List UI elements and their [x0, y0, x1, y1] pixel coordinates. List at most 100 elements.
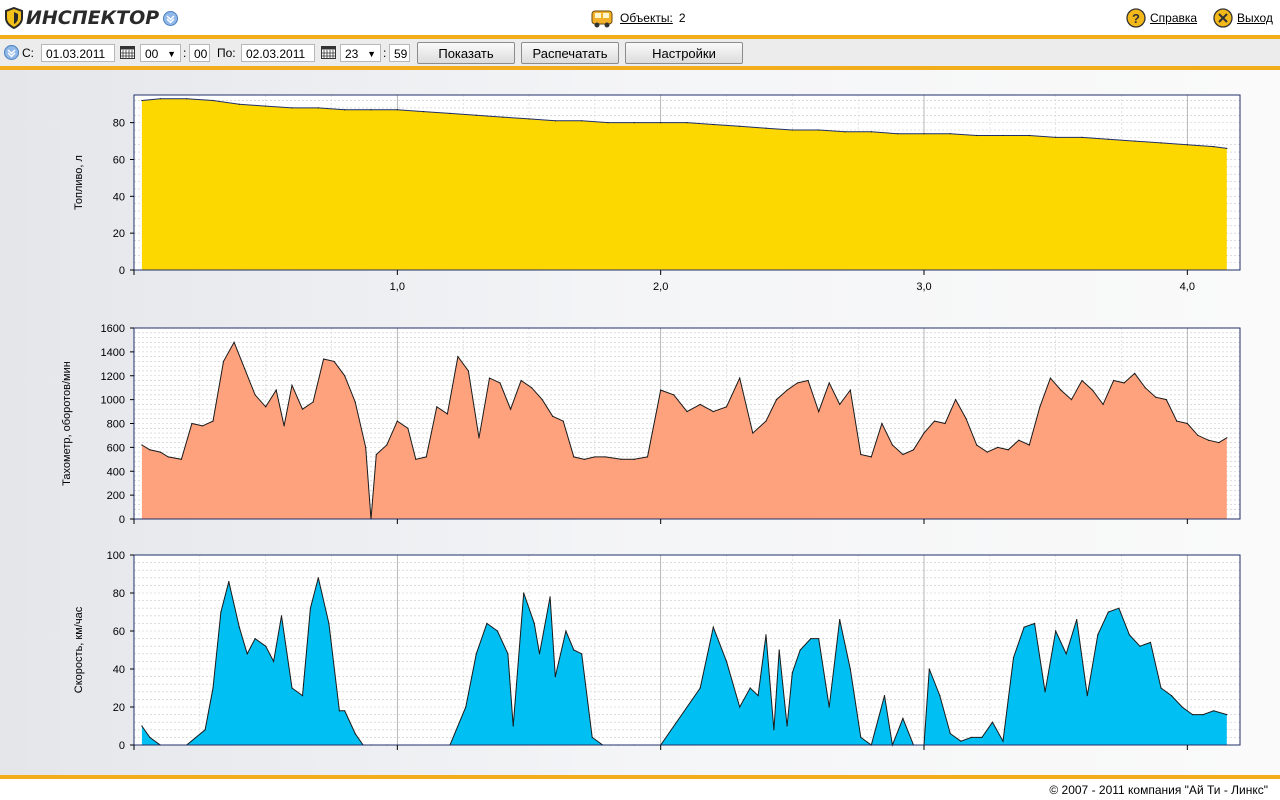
data-point [773, 729, 775, 731]
data-point [1023, 626, 1025, 628]
data-point [1149, 641, 1152, 644]
data-point [725, 660, 728, 663]
plot-frame [133, 94, 1241, 271]
data-point [976, 444, 978, 446]
data-point [478, 437, 480, 439]
data-point [386, 444, 388, 446]
data-point [699, 687, 701, 689]
data-point [180, 458, 182, 460]
data-point [955, 399, 957, 401]
data-point [1160, 142, 1162, 144]
exit-link[interactable]: Выход [1213, 8, 1273, 28]
from-date-field[interactable]: 01.03.2011 [41, 44, 115, 62]
data-point [554, 120, 556, 122]
svg-text:?: ? [1132, 11, 1140, 26]
y-axis-label: Топливо, л [73, 155, 85, 210]
data-point [881, 422, 883, 425]
chart-panel: 0 20 40 60 80 1,0 2,0 3,0 4,0 Топливо, л [73, 94, 1241, 293]
data-point [1028, 444, 1030, 446]
data-point [423, 110, 425, 113]
data-point [923, 133, 925, 135]
data-point [1128, 634, 1130, 636]
collapse-icon[interactable] [4, 45, 19, 60]
to-date-field[interactable]: 02.03.2011 [241, 44, 315, 62]
data-point [222, 360, 225, 363]
data-point [212, 687, 214, 689]
y-axis-label: Тахометр, оборотов/мин [61, 361, 73, 486]
data-point [1060, 389, 1062, 391]
objects-info: Объекты: 2 [590, 8, 686, 28]
data-point [309, 607, 312, 609]
data-point [1039, 406, 1041, 408]
data-point [749, 687, 751, 689]
data-point [488, 377, 491, 379]
help-label[interactable]: Справка [1150, 11, 1198, 25]
calendar-icon[interactable] [321, 46, 336, 59]
data-point [1155, 396, 1157, 398]
data-point [1034, 622, 1036, 625]
data-point [1081, 379, 1083, 382]
y-tick-label: 80 [113, 118, 125, 130]
from-hour-select[interactable]: 00 ▼ [140, 44, 181, 62]
data-point [1160, 687, 1162, 689]
data-point [467, 370, 470, 372]
to-minute-field[interactable]: 59 [389, 44, 410, 62]
data-point [1076, 619, 1078, 621]
data-point [1049, 377, 1051, 379]
data-point [238, 626, 240, 628]
settings-button[interactable]: Настройки [625, 42, 743, 64]
y-tick-label: 600 [107, 442, 125, 454]
data-point [554, 676, 556, 678]
data-point [791, 672, 793, 674]
data-point [712, 410, 714, 413]
data-point [739, 125, 741, 127]
data-point [797, 382, 799, 384]
data-point [902, 717, 904, 720]
data-point [1012, 657, 1015, 659]
data-point [512, 725, 514, 727]
show-button[interactable]: Показать [417, 42, 515, 64]
data-point [573, 649, 575, 651]
calendar-icon[interactable] [120, 46, 135, 59]
data-point [870, 131, 872, 133]
data-point [344, 710, 346, 712]
data-point [1134, 372, 1136, 374]
help-link[interactable]: ? Справка [1126, 8, 1197, 28]
data-point [167, 456, 169, 458]
data-point [338, 710, 340, 712]
from-hour-value: 00 [145, 47, 159, 61]
print-button[interactable]: Распечатать [521, 42, 619, 64]
data-point [212, 420, 214, 422]
objects-link[interactable]: Объекты: [620, 11, 673, 25]
data-point [1197, 434, 1199, 437]
data-point [604, 456, 606, 458]
logo: ИНСПЕКТОР [4, 6, 179, 30]
data-point [486, 622, 488, 625]
data-point [254, 638, 256, 640]
data-point [280, 615, 283, 617]
data-point [581, 653, 583, 655]
exit-label[interactable]: Выход [1237, 11, 1273, 25]
series-area [141, 342, 1227, 519]
data-point [1226, 147, 1228, 150]
data-point [928, 668, 930, 670]
data-point [233, 341, 235, 343]
data-point [238, 103, 240, 105]
data-point [970, 736, 973, 739]
data-point [201, 425, 204, 427]
to-hour-select[interactable]: 23 ▼ [340, 44, 381, 62]
data-point [191, 422, 193, 425]
data-point [1165, 399, 1167, 401]
chevron-down-icon[interactable] [163, 10, 179, 26]
from-minute-field[interactable]: 00 [189, 44, 210, 62]
data-point [1181, 706, 1183, 708]
y-tick-label: 100 [107, 550, 125, 562]
copyright: © 2007 - 2011 компания "Ай Ти - Линкс" [1049, 783, 1268, 797]
from-label: С: [22, 46, 34, 60]
data-point [949, 133, 951, 135]
data-point [552, 415, 554, 417]
data-point [849, 668, 851, 670]
objects-count: 2 [678, 11, 686, 25]
data-point [204, 729, 206, 731]
data-point [860, 453, 862, 456]
